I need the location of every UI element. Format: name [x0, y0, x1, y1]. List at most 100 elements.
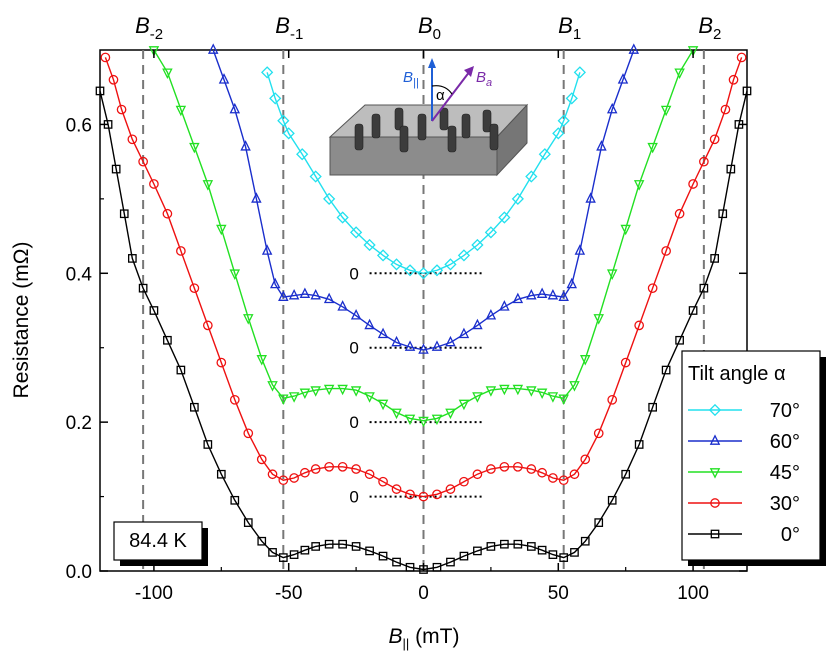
data-point: [485, 386, 497, 397]
legend-label-4: 0°: [781, 524, 800, 546]
data-point: [323, 292, 335, 304]
data-point: [445, 484, 456, 494]
data-point: [149, 179, 159, 189]
b-parallel-arrowhead: [428, 58, 436, 68]
data-point: [512, 384, 524, 396]
x-tick-label-0: -100: [135, 583, 173, 604]
data-point: [720, 104, 731, 115]
zero-label-2: 0: [349, 413, 358, 432]
data-point: [585, 192, 596, 203]
data-point: [404, 414, 416, 426]
legend-marker-3: [710, 498, 720, 508]
data-point: [95, 86, 105, 96]
data-point: [557, 114, 570, 127]
data-point: [499, 300, 510, 311]
data-point: [392, 557, 401, 567]
legend-label-2: 45°: [770, 462, 800, 484]
data-point: [485, 309, 497, 320]
data-point: [351, 464, 361, 474]
data-point: [323, 192, 336, 205]
legend-label-3: 30°: [770, 493, 800, 515]
data-point: [472, 469, 483, 480]
data-point: [445, 408, 456, 420]
data-point: [418, 416, 429, 428]
data-point: [552, 127, 565, 140]
data-point: [513, 539, 523, 549]
x-tick-label-2: 0: [418, 583, 429, 604]
alpha-angle-label: α: [436, 87, 445, 104]
data-point: [299, 287, 311, 298]
data-point: [699, 156, 709, 167]
data-point: [559, 553, 569, 562]
data-point: [548, 473, 558, 483]
data-point: [278, 290, 289, 301]
data-point: [536, 287, 548, 298]
data-point: [288, 392, 300, 403]
legend-item-2: 45°: [688, 462, 800, 484]
series-3: [100, 52, 747, 502]
data-point: [418, 343, 429, 354]
data-point: [620, 357, 631, 368]
data-point: [628, 43, 640, 54]
data-point: [593, 314, 604, 325]
data-point: [537, 545, 547, 555]
data-point: [300, 545, 310, 555]
legend-marker-1: [709, 434, 721, 445]
data-point: [351, 542, 361, 551]
data-point: [569, 469, 580, 480]
data-point: [189, 283, 200, 294]
data-point: [660, 105, 672, 117]
columnar-defects: [354, 107, 499, 153]
top-label-1: B-1: [275, 13, 303, 43]
data-point: [486, 464, 496, 474]
data-point: [300, 467, 310, 478]
legend-item-4: 0°: [688, 524, 800, 546]
data-point: [391, 484, 402, 494]
top-label-0: B-2: [135, 13, 163, 43]
data-point: [526, 464, 537, 474]
data-point: [218, 73, 230, 84]
y-tick-label-2: 0.4: [66, 264, 93, 285]
data-point: [606, 102, 618, 114]
x-tick-label-1: -50: [275, 583, 302, 604]
data-point: [176, 246, 186, 256]
data-point: [525, 170, 538, 183]
data-point: [472, 392, 483, 403]
data-point: [430, 264, 444, 277]
data-point: [299, 388, 311, 400]
data-point: [457, 249, 471, 262]
data-point: [538, 148, 551, 161]
series-line-3: [104, 57, 743, 498]
data-point: [580, 536, 590, 546]
data-point: [376, 249, 390, 262]
data-point: [229, 269, 241, 280]
data-point: [574, 244, 586, 255]
data-point: [458, 327, 470, 339]
data-point: [431, 414, 443, 426]
data-point: [148, 46, 160, 57]
data-point: [108, 74, 119, 85]
temperature-label: 84.4 K: [129, 530, 187, 552]
data-point: [661, 246, 671, 256]
legend-marker-0: [708, 403, 722, 417]
top-field-labels: B-2 B-1 B0 B1 B2: [135, 13, 721, 43]
b-parallel-label: B||: [403, 69, 419, 89]
data-point: [364, 469, 375, 480]
data-point: [558, 290, 569, 301]
top-label-4: B2: [698, 13, 721, 43]
data-point: [162, 208, 173, 219]
data-point: [190, 402, 199, 412]
data-point: [337, 300, 348, 311]
data-point: [486, 542, 496, 551]
data-point: [736, 52, 747, 63]
x-axis-title: B|| (mT): [389, 625, 460, 651]
data-point: [162, 68, 173, 79]
data-point: [498, 211, 511, 224]
data-point: [728, 74, 739, 85]
data-point: [349, 226, 363, 239]
data-point: [674, 208, 685, 219]
data-point: [269, 277, 281, 289]
data-point: [459, 476, 469, 487]
data-point: [269, 92, 282, 105]
axis-ticks: -100 -50 0 50 100 0.0 0.2 0.4 0.6: [66, 50, 747, 604]
